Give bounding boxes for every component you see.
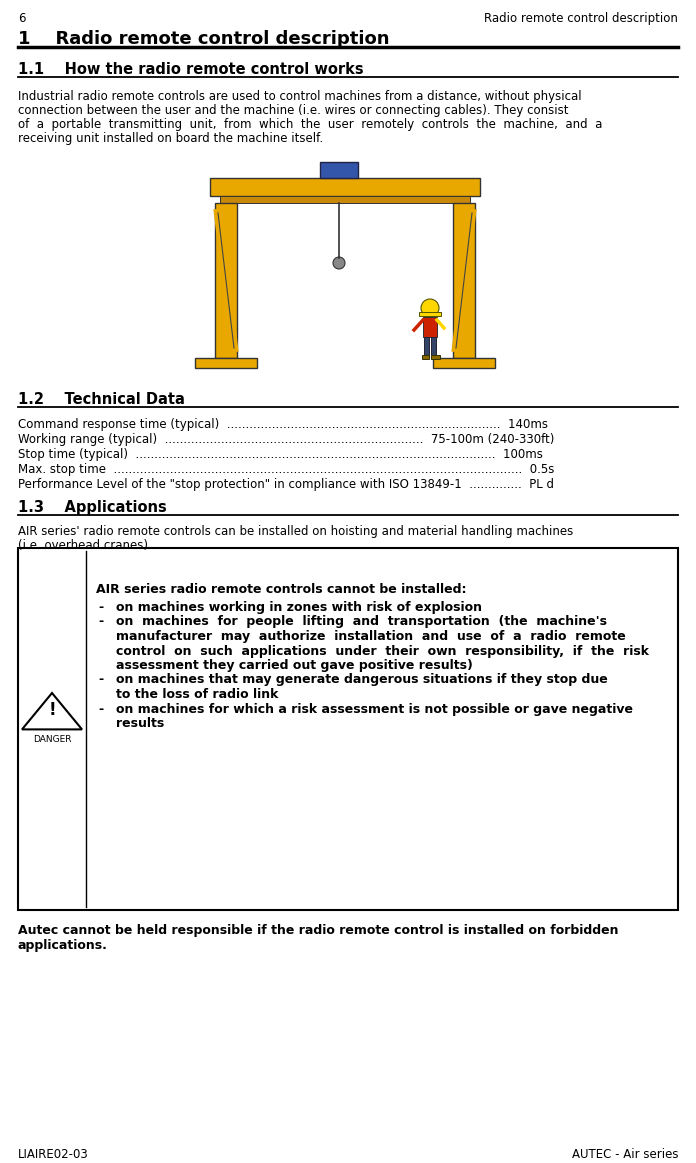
Text: receiving unit installed on board the machine itself.: receiving unit installed on board the ma… [18,131,323,145]
Text: -: - [98,702,103,715]
Text: control  on  such  applications  under  their  own  responsibility,  if  the  ri: control on such applications under their… [116,644,649,657]
FancyBboxPatch shape [220,197,470,204]
FancyBboxPatch shape [215,204,237,358]
Text: Autec cannot be held responsible if the radio remote control is installed on for: Autec cannot be held responsible if the … [18,923,619,937]
FancyBboxPatch shape [195,358,257,368]
Text: 1    Radio remote control description: 1 Radio remote control description [18,30,390,48]
Text: on  machines  for  people  lifting  and  transportation  (the  machine's: on machines for people lifting and trans… [116,615,607,628]
Text: LIAIRE02-03: LIAIRE02-03 [18,1148,89,1161]
Text: on machines for which a risk assessment is not possible or gave negative: on machines for which a risk assessment … [116,702,633,715]
Text: 1.1    How the radio remote control works: 1.1 How the radio remote control works [18,62,363,77]
Text: 1.2    Technical Data: 1.2 Technical Data [18,392,185,407]
Text: -: - [98,673,103,686]
Text: 6: 6 [18,12,26,24]
FancyBboxPatch shape [433,358,495,368]
Text: AIR series radio remote controls cannot be installed:: AIR series radio remote controls cannot … [96,583,466,595]
Text: AIR series' radio remote controls can be installed on hoisting and material hand: AIR series' radio remote controls can be… [18,525,574,538]
Text: of  a  portable  transmitting  unit,  from  which  the  user  remotely  controls: of a portable transmitting unit, from wh… [18,117,602,131]
Text: Performance Level of the "stop protection" in compliance with ISO 13849-1  .....: Performance Level of the "stop protectio… [18,478,554,491]
FancyBboxPatch shape [431,355,440,359]
Text: Industrial radio remote controls are used to control machines from a distance, w: Industrial radio remote controls are use… [18,90,582,104]
Text: DANGER: DANGER [33,735,71,744]
Text: AUTEC - Air series: AUTEC - Air series [571,1148,678,1161]
Text: results: results [116,718,164,730]
Text: on machines that may generate dangerous situations if they stop due: on machines that may generate dangerous … [116,673,608,686]
Text: Working range (typical)  .......................................................: Working range (typical) ................… [18,433,555,445]
Text: 1.3    Applications: 1.3 Applications [18,500,167,515]
Text: (i.e. overhead cranes).: (i.e. overhead cranes). [18,538,152,552]
Polygon shape [22,693,82,729]
Text: Command response time (typical)  ...............................................: Command response time (typical) ........… [18,418,548,431]
FancyBboxPatch shape [453,204,475,358]
FancyBboxPatch shape [320,162,358,178]
Text: on machines working in zones with risk of explosion: on machines working in zones with risk o… [116,601,482,614]
Text: Stop time (typical)  ...........................................................: Stop time (typical) ....................… [18,448,543,461]
Circle shape [421,299,439,317]
Text: manufacturer  may  authorize  installation  and  use  of  a  radio  remote: manufacturer may authorize installation … [116,630,626,643]
FancyBboxPatch shape [18,548,678,909]
FancyBboxPatch shape [431,337,436,355]
Text: !: ! [48,701,56,719]
FancyBboxPatch shape [422,355,429,359]
FancyBboxPatch shape [424,337,429,355]
Text: to the loss of radio link: to the loss of radio link [116,688,278,701]
Circle shape [333,257,345,269]
Text: Radio remote control description: Radio remote control description [484,12,678,24]
Text: -: - [98,615,103,628]
Text: Max. stop time  ................................................................: Max. stop time .........................… [18,463,555,476]
FancyBboxPatch shape [210,178,480,197]
Text: applications.: applications. [18,939,108,952]
Text: assessment they carried out gave positive results): assessment they carried out gave positiv… [116,659,473,672]
FancyBboxPatch shape [419,312,441,316]
Text: -: - [98,601,103,614]
Text: connection between the user and the machine (i.e. wires or connecting cables). T: connection between the user and the mach… [18,104,569,117]
FancyBboxPatch shape [423,317,437,337]
